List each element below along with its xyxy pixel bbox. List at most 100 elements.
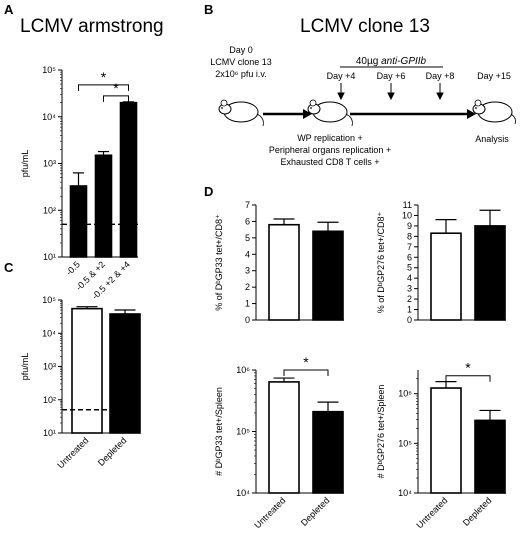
- y-tick-label: 10⁵: [236, 427, 250, 437]
- day-label-6: Day +6: [377, 71, 406, 81]
- panel-letter-a: A: [4, 2, 14, 17]
- bar: [430, 387, 462, 494]
- readout-line-1: WP replication +: [297, 133, 363, 143]
- panel-a-title: LCMV armstrong: [20, 16, 164, 37]
- day-label-8: Day +8: [426, 71, 455, 81]
- y-tick-label: 4: [245, 249, 250, 259]
- y-tick-label: 10²: [43, 205, 56, 215]
- x-tick-label: Untreated: [252, 495, 287, 530]
- y-tick-label: 0: [407, 315, 412, 325]
- bar: [119, 101, 138, 258]
- panel-b-title: LCMV clone 13: [300, 16, 430, 37]
- y-tick-label: 7: [407, 242, 412, 252]
- panel-letter-c: C: [4, 260, 14, 275]
- y-tick-label: 10⁴: [42, 328, 56, 338]
- chart-d3: 10⁴ 10⁵ 10⁶ # DᵇGP33 tet+/Spleen Untreated De…: [214, 354, 344, 530]
- y-tick-label: 10⁴: [42, 112, 56, 122]
- timeline-diagram: Day 0 LCMV clone 13 2x10⁶ pfu i.v.: [210, 45, 516, 167]
- y-axis-label: # DᵇGP276 tet+/Spleen: [376, 385, 386, 479]
- y-axis-label: pfu/mL: [20, 150, 30, 178]
- y-tick-label: 4: [407, 273, 412, 283]
- significance-star: *: [465, 360, 471, 376]
- x-tick-label: Depleted: [299, 495, 332, 528]
- bar: [312, 230, 344, 321]
- x-tick-label: Depleted: [96, 435, 129, 468]
- mouse-icon-start: [218, 99, 264, 127]
- y-tick-label: 1: [245, 299, 250, 309]
- significance-bracket: [78, 84, 129, 91]
- y-tick-label: 10²: [43, 395, 56, 405]
- y-tick-label: 10¹: [43, 252, 56, 262]
- bar: [109, 313, 141, 434]
- treatment-label: 40µg anti-GPIIb: [356, 56, 427, 67]
- y-tick-label: 10⁵: [398, 438, 412, 448]
- y-tick-label: 0: [245, 315, 250, 325]
- y-axis-label: % of DᵇGP276 tet+/CD8⁺: [376, 212, 386, 314]
- y-tick-label: 10⁶: [236, 365, 250, 375]
- y-tick-label: 10⁵: [42, 295, 56, 305]
- bar: [474, 225, 506, 321]
- y-tick-label: 11: [403, 200, 412, 210]
- timeline-start-line-2: LCMV clone 13: [210, 57, 272, 67]
- y-tick-label: 3: [407, 284, 412, 294]
- chart-d1: 0 1 2 3 4 5 6 7 % of DᵇGP33 tet+/CD8⁺: [214, 200, 344, 325]
- y-tick-label: 10: [402, 210, 412, 220]
- y-tick-label: 5: [407, 263, 412, 273]
- significance-bracket: [283, 369, 329, 376]
- y-tick-label: 1: [407, 305, 412, 315]
- y-tick-label: 10³: [43, 362, 56, 372]
- y-tick-label: 10⁴: [236, 488, 250, 498]
- bar: [268, 223, 300, 321]
- significance-bracket: [103, 95, 129, 102]
- bar: [474, 419, 506, 494]
- timeline-start-line-3: 2x10⁶ pfu i.v.: [215, 69, 267, 79]
- y-tick-label: 8: [407, 231, 412, 241]
- significance-bracket: [445, 375, 491, 382]
- y-tick-label: 10³: [43, 159, 56, 169]
- analysis-label: Analysis: [475, 134, 509, 144]
- bar: [268, 381, 300, 494]
- bar: [71, 307, 103, 434]
- y-tick-label: 10⁵: [42, 65, 56, 75]
- x-tick-label: Untreated: [55, 435, 90, 470]
- bar: [430, 232, 462, 321]
- mouse-icon-end: [472, 99, 516, 125]
- readout-line-3: Exhausted CD8 T cells +: [281, 157, 380, 167]
- y-tick-label: 9: [407, 221, 412, 231]
- y-tick-label: 2: [407, 294, 412, 304]
- y-axis-label: % of DᵇGP33 tet+/CD8⁺: [214, 214, 224, 311]
- x-tick-label: Untreated: [414, 495, 449, 530]
- y-tick-label: 6: [245, 216, 250, 226]
- chart-c: 10¹ 10² 10³ 10⁴ 10⁵ pfu/mL Untreated Depleted: [20, 295, 141, 470]
- y-axis-label: # DᵇGP33 tet+/Spleen: [214, 387, 224, 476]
- y-tick-label: 10¹: [43, 428, 56, 438]
- chart-d4: 10⁴ 10⁵ 10⁶ # DᵇGP276 tet+/Spleen Untreated D…: [376, 360, 506, 530]
- bar: [69, 185, 88, 258]
- y-tick-label: 10⁴: [398, 488, 412, 498]
- y-axis-label: pfu/mL: [20, 353, 30, 381]
- y-tick-label: 10⁶: [398, 389, 412, 399]
- significance-star: *: [303, 354, 309, 370]
- x-tick-label: Depleted: [461, 495, 494, 528]
- bar: [312, 410, 344, 494]
- y-tick-label: 2: [245, 282, 250, 292]
- timeline-start-line-1: Day 0: [229, 45, 253, 55]
- x-tick-label: -0.5: [64, 259, 82, 277]
- day-label-4: Day +4: [327, 71, 356, 81]
- panel-letter-d: D: [204, 184, 213, 199]
- y-tick-label: 7: [245, 200, 250, 210]
- mouse-icon-mid: [307, 99, 353, 127]
- y-tick-label: 3: [245, 266, 250, 276]
- bar: [94, 154, 113, 258]
- significance-star: *: [101, 69, 107, 85]
- y-tick-label: 6: [407, 252, 412, 262]
- readout-line-2: Peripheral organs replication +: [269, 145, 391, 155]
- y-tick-label: 5: [245, 233, 250, 243]
- day-label-15: Day +15: [477, 71, 511, 81]
- panel-letter-b: B: [204, 2, 213, 17]
- significance-star: *: [113, 80, 119, 96]
- day-arrows: [337, 83, 444, 101]
